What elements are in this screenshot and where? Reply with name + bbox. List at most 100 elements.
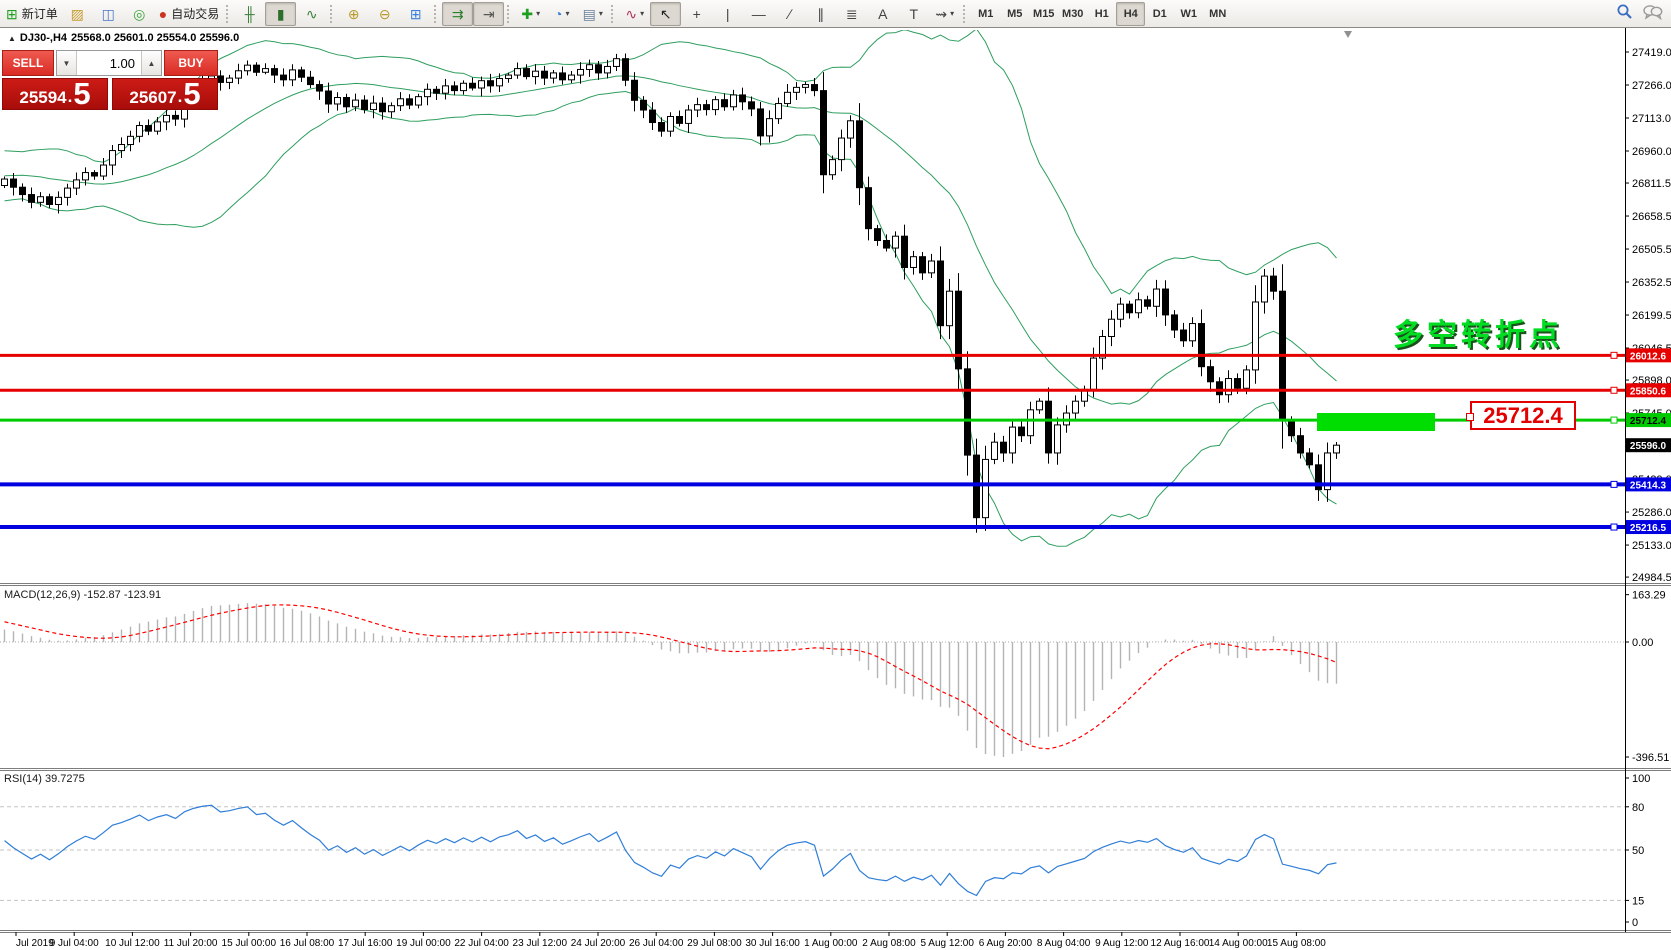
macd-histogram [3,603,1338,757]
price-tick-label: 25133.0 [1632,540,1671,552]
indicators-button[interactable]: ∿ ▾ [619,2,650,26]
new-order-icon: ⊞ [6,5,18,22]
timeframe-m15-button[interactable]: M15 [1033,7,1055,20]
candlestick-chart-button[interactable]: ▮ [265,1,297,26]
level-line-handle[interactable] [1610,480,1618,488]
time-tick-label: 29 Jul 08:00 [687,938,742,949]
chat-icon[interactable] [1643,4,1663,25]
line-chart-button[interactable]: ∿ [296,2,327,26]
cursor-icon: ↖ [659,5,672,22]
vertical-line-button[interactable]: | [712,2,743,26]
vertical-line-icon: | [725,5,730,22]
bar-chart-icon: ╫ [244,5,255,22]
timeframe-h1-button[interactable]: H1 [1094,7,1109,20]
time-tick-label: 1 Aug 00:00 [804,938,858,949]
level-line-handle[interactable] [1610,386,1618,394]
periods-button[interactable]: ◔ ▾ [546,2,577,26]
zoom-out-button[interactable]: ⊖ [369,2,400,26]
volume-input[interactable]: 1.00 [109,55,135,71]
periods-icon: ◔ [553,5,563,22]
chart-shift-marker[interactable] [1344,31,1352,38]
profiles-button[interactable]: ▨ [62,2,93,26]
price-tick-label: 27419.0 [1632,47,1671,59]
chart-symbol-ohlc: ▲ DJ30-,H4 25568.0 25601.0 25554.0 25596.0 [8,32,243,44]
navigator-button[interactable]: ◎ [124,2,155,26]
text-button[interactable]: A [867,2,898,26]
horizontal-line-button[interactable]: — [743,2,774,26]
level-price-badge-label: 25414.3 [1630,480,1667,491]
price-tick-label: 24984.5 [1632,572,1671,584]
symbol-period-label: DJ30-,H4 [19,32,67,44]
text-label-button[interactable]: T [898,2,929,26]
sell-button[interactable]: SELL [2,50,54,76]
new-order-button[interactable]: ⊞ 新订单 [2,2,62,26]
turning-point-annotation[interactable]: 多空转折点 [1393,319,1563,352]
level-price-badge [1626,520,1671,535]
trendline-button[interactable]: ∕ [774,2,805,26]
time-tick-label: Jul 2019 [16,938,54,949]
timeframe-m5-button[interactable]: M5 [1007,7,1023,20]
timeframe-m1-button[interactable]: M1 [978,7,994,20]
market-watch-icon: ◫ [101,5,115,22]
search-icon[interactable] [1616,3,1633,25]
level-line-handle[interactable] [1610,416,1618,424]
sell-price-display[interactable]: 25594. 5 [2,77,108,110]
timeframe-w1-button[interactable]: W1 [1180,7,1197,20]
price-tick-label: 25286.0 [1632,507,1671,519]
dropdown-arrow-icon: ▾ [565,9,570,18]
zoom-in-button[interactable]: ⊕ [338,2,369,26]
level-line-handle[interactable] [1610,351,1618,359]
chart-area[interactable]: 27419.0 27266.0 27113.0 26960.0 26811.5 26658… [0,28,1671,950]
bar-chart-button[interactable]: ╫ [234,2,265,26]
templates-button[interactable]: ▤ ▾ [577,2,608,26]
current-price-badge [1626,438,1671,453]
chart-shift-button[interactable]: ⇥ [473,1,505,26]
price-tick-label: 27266.0 [1632,80,1671,92]
level-line-handle[interactable] [1610,523,1618,531]
macd-tick-label: -396.51 [1632,752,1669,764]
current-price-badge-label: 25596.0 [1630,441,1667,452]
rsi-tick-label: 0 [1632,917,1638,929]
arrows-button[interactable]: ⇝ ▾ [929,2,960,26]
autotrading-button[interactable]: ● 自动交易 [155,2,223,26]
indicators-icon: ∿ [625,5,638,22]
rsi-tick-label: 100 [1632,773,1650,785]
timeframe-h4-button[interactable]: H4 [1116,1,1146,26]
dropdown-arrow-icon: ▾ [536,9,541,18]
new-order-button-label: 新订单 [21,7,58,21]
macd-tick-label: 163.29 [1632,590,1666,602]
auto-scroll-button[interactable]: ⇉ [442,1,474,26]
volume-decrease-button[interactable]: ▼ [57,51,77,75]
time-tick-label: 5 Aug 12:00 [921,938,975,949]
level-price-badge [1626,413,1671,428]
toolbar-grip [434,4,438,23]
toolbar-grip [330,4,334,23]
price-level-annotation-box[interactable]: 25712.4 [1466,401,1576,430]
level-price-badge-label: 26012.6 [1630,351,1667,362]
new-chart-button[interactable]: ✚ ▾ [515,2,546,26]
crosshair-button[interactable]: + [681,2,712,26]
equidistant-channel-button[interactable]: ∥ [805,2,836,26]
macd-signal-line [4,604,1337,750]
buy-button[interactable]: BUY [164,50,218,76]
time-tick-label: 19 Jul 00:00 [396,938,451,949]
market-watch-button[interactable]: ◫ [93,2,124,26]
timeframe-mn-button[interactable]: MN [1209,7,1227,20]
cursor-button[interactable]: ↖ [650,1,682,26]
highlight-bar-annotation[interactable] [1317,413,1435,431]
timeframe-d1-button[interactable]: D1 [1152,7,1167,20]
buy-price-display[interactable]: 25607. 5 [112,77,218,110]
fibonacci-button[interactable]: ≣ [836,2,867,26]
timeframe-m30-button[interactable]: M30 [1062,7,1084,20]
volume-stepper: ▼ 1.00 ▲ [56,50,162,76]
text-icon: A [878,5,888,22]
text-label-icon: T [909,5,919,22]
new-chart-icon: ✚ [521,5,534,22]
time-tick-label: 10 Jul 12:00 [105,938,160,949]
volume-increase-button[interactable]: ▲ [141,51,161,75]
rsi-tick-label: 80 [1632,802,1644,814]
tile-windows-button[interactable]: ⊞ [400,2,431,26]
level-price-badge-label: 25850.6 [1630,386,1667,397]
rsi-tick-label: 15 [1632,895,1644,907]
symbol-icon: ▲ [8,34,16,43]
